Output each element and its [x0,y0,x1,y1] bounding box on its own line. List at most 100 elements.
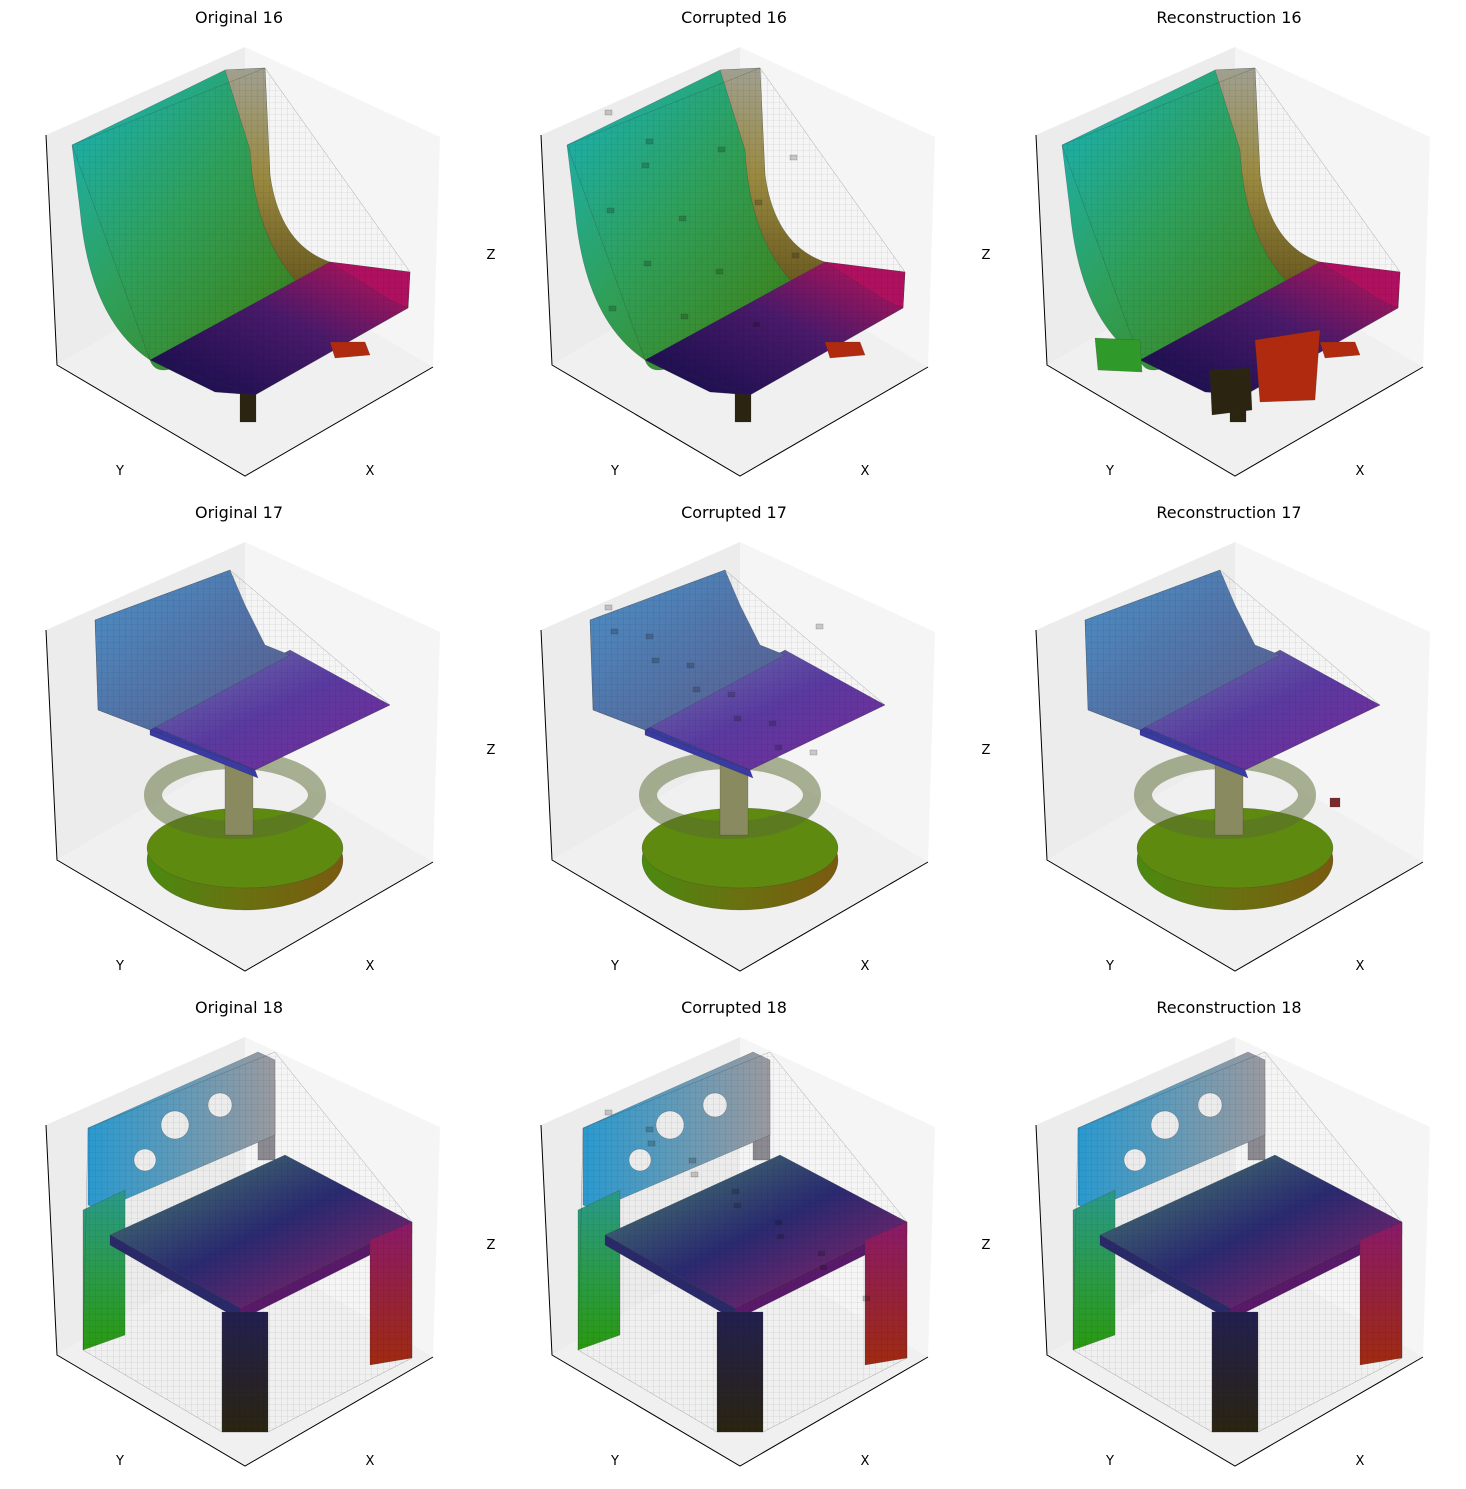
axis-label-y: Y [1105,464,1114,479]
corruption-hole [817,1250,826,1257]
corruption-hole [645,138,654,145]
panel-title: Reconstruction 16 [1156,8,1301,27]
axes-frame [1035,629,1424,972]
corruption-hole [645,1126,654,1133]
panel-title: Corrupted 16 [681,8,787,27]
corruption-hole [678,215,687,222]
voxel-texture [1072,1051,1403,1433]
panel-title: Corrupted 17 [681,503,787,522]
panel-corrupted-17: Y X Z Corrupted 17 [487,503,935,974]
chair-lounge-chair [1061,67,1401,423]
panel-reconstruction-18: Y X Z Reconstruction 18 [982,998,1430,1469]
panel-title: Original 18 [195,998,283,1017]
voxel-texture [589,569,886,771]
corruption-hole [690,1171,699,1178]
voxel-texture [1084,569,1381,771]
axis-label-x: X [366,464,375,479]
voxel-texture [82,1051,413,1433]
voxel-texture [71,67,411,396]
corruption-hole [809,749,818,756]
chair-four-leg-chair [82,1051,413,1433]
voxel-texture [94,569,391,771]
axes-frame [540,134,929,477]
corruption-hole [680,313,689,320]
panel-reconstruction-16: Y X Z Reconstruction 16 [982,8,1430,479]
axis-label-y: Y [115,1454,124,1469]
axes-frame [45,1124,434,1467]
panel-title: Reconstruction 17 [1156,503,1301,522]
panel-title: Original 17 [195,503,283,522]
voxel-texture [566,67,906,396]
axis-label-z: Z [487,743,496,758]
corruption-hole [608,305,617,312]
axis-label-y: Y [610,464,619,479]
corruption-hole [754,199,763,206]
panel-original-17: Y X Z Original 17 [0,503,440,974]
axis-label-z: Z [0,1238,1,1253]
corruption-hole [774,1219,783,1226]
noise-blob-right [1254,329,1321,403]
axes-frame [1035,1124,1424,1467]
noise-voxel [1329,797,1341,808]
corruption-hole [776,1233,785,1240]
corruption-hole [692,686,701,693]
axis-label-z: Z [487,1238,496,1253]
axes-frame [540,629,929,972]
corruption-hole [604,109,613,116]
axis-label-x: X [366,1454,375,1469]
axis-label-x: X [1356,1454,1365,1469]
corruption-hole [604,604,613,611]
chair-four-leg-chair [1072,1051,1403,1433]
axis-label-y: Y [610,959,619,974]
axis-label-y: Y [115,959,124,974]
axis-label-z: Z [0,743,1,758]
corruption-hole [686,662,695,669]
corruption-hole [604,1109,613,1116]
axis-label-z: Z [487,248,496,263]
corruption-hole [688,1157,697,1164]
axis-label-x: X [861,1454,870,1469]
axes-frame [45,134,434,477]
axis-label-x: X [1356,464,1365,479]
chair-rear-leg [329,341,371,359]
chair-swivel-chair [94,569,391,911]
corruption-hole [789,154,798,161]
corruption-hole [645,633,654,640]
corruption-hole [733,715,742,722]
panel-title: Corrupted 18 [681,998,787,1017]
axis-label-z: Z [982,743,991,758]
axis-label-z: Z [0,248,1,263]
chair-rear-leg [1319,341,1361,359]
axis-label-x: X [861,464,870,479]
chair-rear-leg [824,341,866,359]
noise-blob-left [1094,337,1143,373]
panel-title: Original 16 [195,8,283,27]
chair-lounge-chair [71,67,411,423]
axis-label-y: Y [1105,1454,1114,1469]
noise-blob-leg [1209,367,1253,416]
corruption-hole [733,1202,742,1209]
axes-frame [1035,134,1424,477]
corruption-hole [641,162,650,169]
panel-corrupted-16: Y X Z Corrupted 16 [487,8,935,479]
corruption-hole [774,744,783,751]
corruption-hole [717,146,726,153]
corruption-hole [715,268,724,275]
corruption-hole [727,691,736,698]
corruption-hole [651,657,660,664]
panel-title: Reconstruction 18 [1156,998,1301,1017]
chair-lounge-chair [566,67,906,423]
axes-frame [45,629,434,972]
voxel-texture [577,1051,908,1433]
axes-frame [540,1124,929,1467]
corruption-hole [606,207,615,214]
axis-label-z: Z [982,248,991,263]
corruption-hole [791,252,800,259]
corruption-hole [731,1188,740,1195]
axis-label-x: X [366,959,375,974]
axis-label-x: X [861,959,870,974]
panel-original-16: Y X Z Original 16 [0,8,440,479]
corruption-hole [815,623,824,630]
chair-swivel-chair [589,569,886,911]
panel-reconstruction-17: Y X Z Reconstruction 17 [982,503,1430,974]
